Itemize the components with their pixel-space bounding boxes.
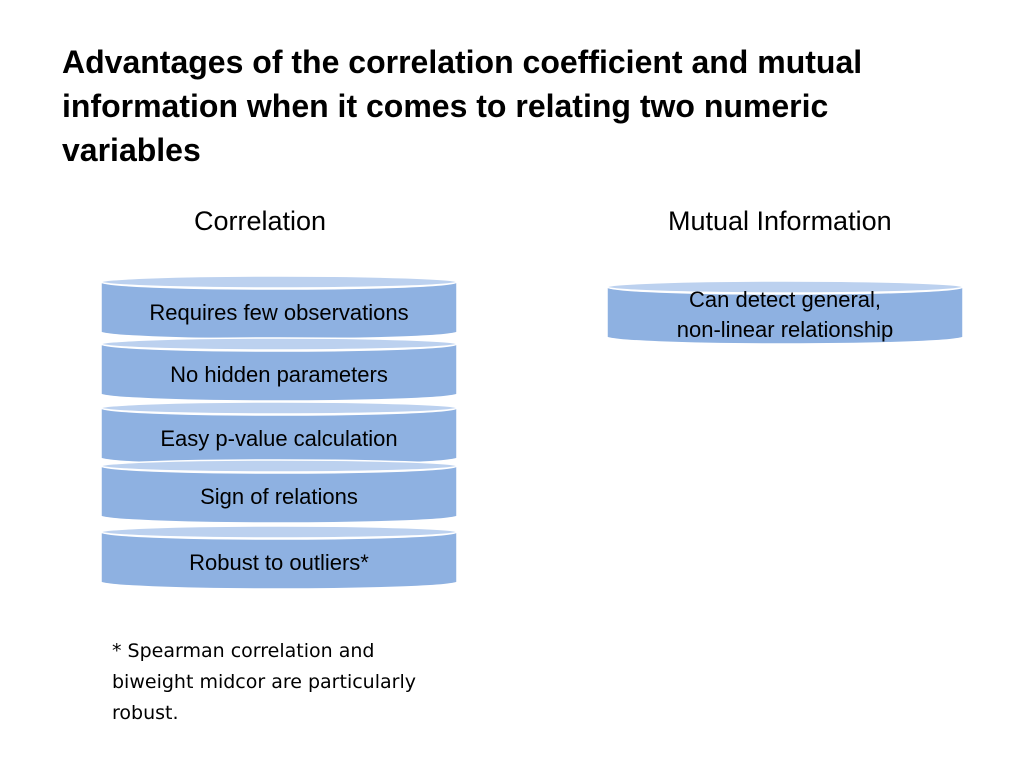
disk-top [606, 280, 964, 294]
disk-shape [100, 459, 458, 524]
disk-top [100, 337, 458, 351]
slide-title: Advantages of the correlation coefficien… [62, 44, 863, 168]
disk-label-line-1: Can detect general, [688, 287, 882, 312]
correlation-heading: Correlation [194, 206, 327, 236]
disk-body [606, 286, 964, 345]
disk-label: No hidden parameters [170, 362, 388, 387]
disk-body [100, 465, 458, 524]
disk-label: Requires few observations [149, 300, 409, 325]
correlation-disk-easy-p-value-calculation: Easy p-value calculation [100, 401, 458, 466]
correlation-disk-sign-of-relations: Sign of relations [100, 459, 458, 524]
disk-shape [100, 275, 458, 340]
correlation-disk-requires-few-observations: Requires few observations [100, 275, 458, 340]
disk-label: Can detect general, non-linear relations… [606, 285, 964, 345]
disk-body [100, 281, 458, 340]
disk-label: Easy p-value calculation [160, 426, 398, 451]
correlation-disk-robust-to-outliers: Robust to outliers* [100, 525, 458, 590]
disk-shape [100, 401, 458, 466]
mutual-information-heading: Mutual Information [668, 206, 892, 236]
disk-top [100, 525, 458, 539]
disk-shape [100, 525, 458, 590]
disk-shape [100, 337, 458, 402]
footnote-line-2: biweight midcor are particularly [112, 671, 416, 693]
disk-shape [606, 280, 964, 345]
disk-label: Sign of relations [200, 484, 358, 509]
mutual-information-disk-non-linear: Can detect general, non-linear relations… [606, 280, 964, 345]
disk-body [100, 343, 458, 402]
disk-body [100, 531, 458, 590]
footnote: * Spearman correlation and biweight midc… [112, 636, 472, 729]
disk-top [100, 275, 458, 289]
disk-label: Robust to outliers* [189, 550, 369, 575]
disk-label-line-2: non-linear relationship [676, 317, 894, 342]
correlation-disk-no-hidden-parameters: No hidden parameters [100, 337, 458, 402]
footnote-line-1: * Spearman correlation and [112, 640, 375, 662]
disk-top [100, 401, 458, 415]
footnote-line-3: robust. [112, 702, 179, 724]
disk-top [100, 459, 458, 473]
